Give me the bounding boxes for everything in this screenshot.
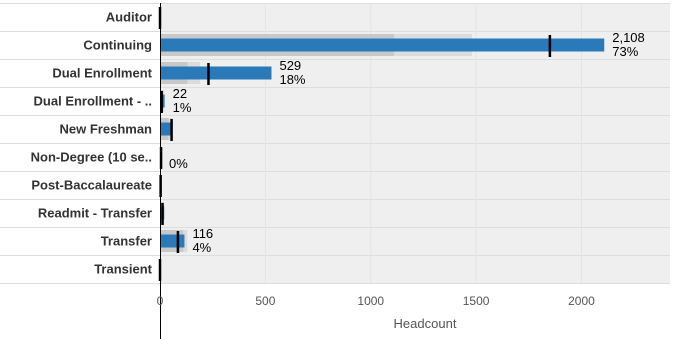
- x-tick-label: 500: [255, 294, 275, 308]
- category-label: Post-Baccalaureate: [31, 178, 152, 193]
- category-label: Transient: [94, 262, 152, 277]
- bar: [160, 38, 605, 52]
- bar: [160, 234, 185, 248]
- value-label: 529: [279, 58, 301, 73]
- x-axis-title: Headcount: [394, 316, 457, 331]
- x-tick-label: 0: [157, 294, 164, 308]
- category-label: Transfer: [101, 234, 152, 249]
- value-label: 2,108: [612, 30, 645, 45]
- category-label: Readmit - Transfer: [38, 206, 152, 221]
- value-label: 116: [192, 226, 213, 241]
- bar: [160, 66, 272, 80]
- category-label: Dual Enrollment: [52, 66, 152, 81]
- percent-label: 73%: [612, 44, 638, 59]
- x-tick-label: 2000: [568, 294, 595, 308]
- percent-label: 0%: [169, 156, 188, 171]
- bar: [160, 122, 171, 136]
- category-label: Auditor: [106, 10, 152, 25]
- value-label: 22: [173, 86, 187, 101]
- category-label: Dual Enrollment - ..: [34, 94, 152, 109]
- x-tick-label: 1500: [463, 294, 490, 308]
- category-label: Continuing: [83, 38, 152, 53]
- x-tick-label: 1000: [357, 294, 384, 308]
- percent-label: 4%: [192, 240, 211, 255]
- category-label: New Freshman: [60, 122, 153, 137]
- category-label: Non-Degree (10 se..: [31, 150, 152, 165]
- percent-label: 1%: [173, 100, 192, 115]
- percent-label: 18%: [279, 72, 305, 87]
